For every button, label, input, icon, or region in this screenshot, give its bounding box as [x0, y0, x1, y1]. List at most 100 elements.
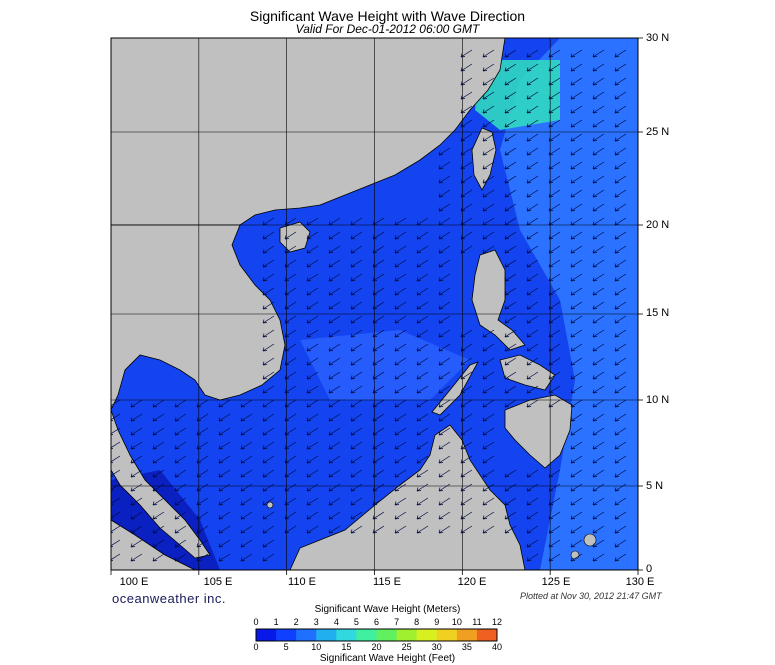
wave-arrow: [174, 441, 187, 450]
wave-arrow: [262, 329, 275, 338]
wave-arrow: [460, 511, 473, 520]
wave-arrow: [460, 497, 473, 506]
wave-arrow: [306, 427, 319, 436]
wave-arrow: [438, 259, 451, 268]
wave-arrow: [504, 259, 517, 268]
wave-arrow: [394, 273, 407, 282]
wave-arrow: [394, 287, 407, 296]
wave-arrow: [174, 553, 187, 562]
wave-arrow: [174, 399, 187, 408]
wave-arrow: [482, 217, 495, 226]
wave-arrow: [328, 301, 341, 310]
wave-arrow: [614, 161, 627, 170]
wave-arrow: [218, 469, 231, 478]
wave-arrow: [548, 357, 561, 366]
wave-arrow: [614, 413, 627, 422]
wave-arrow: [614, 245, 627, 254]
wave-arrow: [504, 371, 517, 380]
wave-arrow: [350, 231, 363, 240]
wave-arrow: [328, 259, 341, 268]
colorbar-swatch: [376, 629, 398, 641]
wave-arrow: [394, 511, 407, 520]
wave-arrow: [592, 147, 605, 156]
wave-arrow: [526, 553, 539, 562]
wave-arrow: [438, 231, 451, 240]
wave-arrow: [614, 525, 627, 534]
wave-arrow: [460, 77, 473, 86]
wave-arrow: [328, 399, 341, 408]
wave-arrow: [438, 511, 451, 520]
brand-logo-text: oceanweather inc.: [112, 591, 227, 606]
wave-arrow: [350, 469, 363, 478]
wave-arrow: [482, 343, 495, 352]
wave-arrow: [570, 273, 583, 282]
wave-arrow: [394, 343, 407, 352]
wave-arrow: [262, 511, 275, 520]
wave-arrow: [240, 469, 253, 478]
wave-arrow: [570, 63, 583, 72]
wave-arrow: [394, 413, 407, 422]
lat-label: 20 N: [646, 219, 670, 231]
wave-arrow: [526, 343, 539, 352]
wave-arrow: [262, 455, 275, 464]
colorbar-swatch: [276, 629, 297, 641]
wave-arrow: [240, 553, 253, 562]
wave-arrow: [548, 147, 561, 156]
wave-arrow: [548, 259, 561, 268]
wave-arrow: [306, 301, 319, 310]
wave-arrow: [262, 231, 275, 240]
wave-arrow: [504, 469, 517, 478]
wave-arrow: [372, 427, 385, 436]
wave-arrow: [394, 399, 407, 408]
wave-arrow: [416, 231, 429, 240]
wave-arrow: [504, 119, 517, 128]
wave-arrow: [592, 469, 605, 478]
wave-arrow: [526, 217, 539, 226]
colorbar-meter-label: 3: [313, 617, 319, 627]
wave-arrow: [152, 469, 165, 478]
wave-arrow: [416, 287, 429, 296]
wave-arrow: [592, 119, 605, 128]
wave-arrow: [614, 357, 627, 366]
wave-arrow: [482, 91, 495, 100]
wave-arrow: [460, 427, 473, 436]
wave-arrow: [438, 469, 451, 478]
wave-arrow: [438, 399, 451, 408]
wave-arrow: [504, 357, 517, 366]
wave-arrow: [438, 245, 451, 254]
wave-arrow: [196, 553, 209, 562]
wave-arrow: [548, 49, 561, 58]
wave-arrow: [328, 217, 341, 226]
wave-arrow: [350, 385, 363, 394]
wave-arrow: [548, 231, 561, 240]
wave-arrow: [240, 441, 253, 450]
wave-arrow: [416, 259, 429, 268]
wave-arrow: [592, 497, 605, 506]
wave-arrow: [111, 497, 121, 506]
wave-arrow: [174, 483, 187, 492]
wave-arrow: [614, 147, 627, 156]
wave-arrow: [482, 483, 495, 492]
wave-arrow: [372, 315, 385, 324]
wave-arrow: [570, 539, 583, 548]
island: [583, 533, 597, 547]
wave-arrow: [152, 525, 165, 534]
wave-arrow: [306, 399, 319, 408]
wave-arrow: [482, 203, 495, 212]
wave-arrow: [482, 133, 495, 142]
lat-label: 30 N: [646, 32, 670, 44]
wave-arrow: [174, 525, 187, 534]
wave-arrow: [306, 315, 319, 324]
wave-arrow: [438, 161, 451, 170]
wave-arrow: [284, 245, 297, 254]
wave-arrow: [196, 525, 209, 534]
wave-arrow: [416, 301, 429, 310]
wave-arrow: [570, 105, 583, 114]
wave-arrow: [438, 441, 451, 450]
wave-arrow: [350, 399, 363, 408]
wave-arrow: [394, 217, 407, 226]
wave-arrow: [174, 413, 187, 422]
wave-arrow: [460, 133, 473, 142]
wave-arrow: [460, 455, 473, 464]
wave-arrow: [592, 63, 605, 72]
